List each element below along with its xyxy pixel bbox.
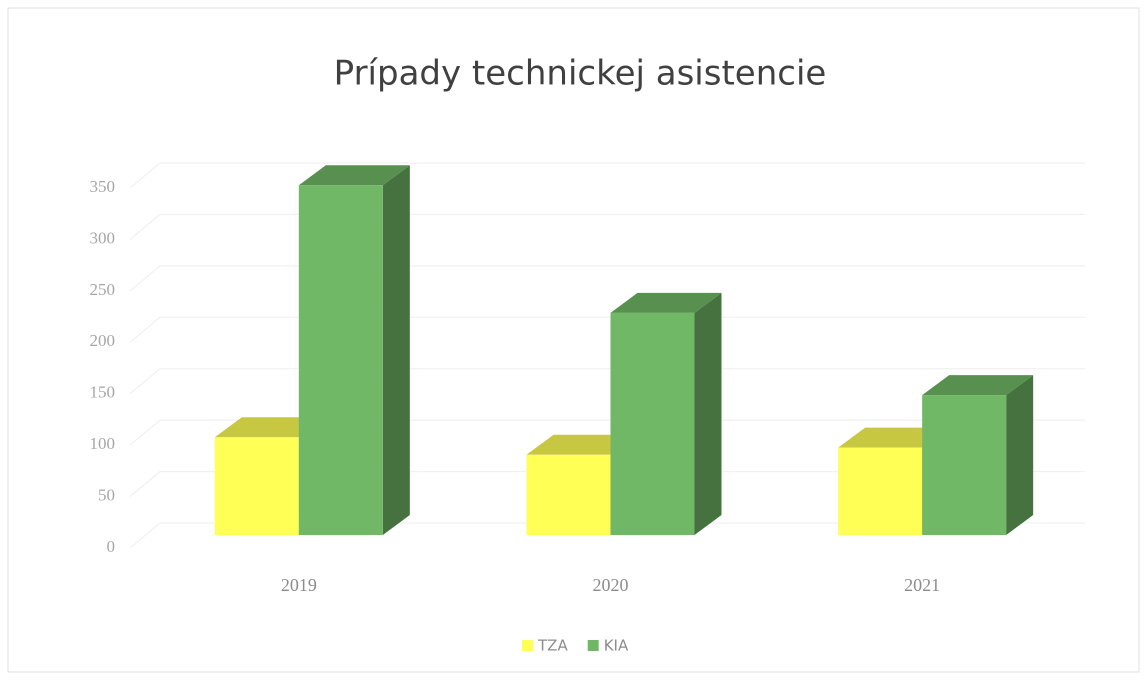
- y-tick-label: 200: [90, 331, 116, 350]
- bar-top: [526, 434, 638, 455]
- legend-swatch: [587, 640, 599, 651]
- bar: [298, 185, 383, 536]
- x-tick-label: 2019: [281, 575, 317, 595]
- grid-line: [129, 162, 161, 189]
- x-tick-label: 2021: [904, 575, 940, 595]
- bar-side: [382, 165, 410, 536]
- grid-line: [129, 265, 161, 292]
- bar-top: [298, 165, 410, 186]
- chart-border: [7, 7, 1140, 673]
- legend-label: KIA: [604, 637, 629, 655]
- bar: [526, 454, 611, 535]
- grid-line: [129, 419, 161, 446]
- y-tick-label: 250: [90, 280, 116, 299]
- grid-line: [129, 316, 161, 343]
- y-tick-label: 300: [90, 228, 116, 247]
- bar-top: [610, 292, 722, 313]
- legend-swatch: [522, 640, 533, 651]
- x-tick-label: 2020: [593, 575, 629, 595]
- bar: [214, 437, 299, 535]
- grid-line: [129, 522, 161, 549]
- bar-side: [1006, 375, 1034, 535]
- y-tick-label: 150: [90, 383, 116, 402]
- bar-side: [694, 292, 722, 535]
- bar-top: [922, 375, 1034, 396]
- grid-line: [129, 471, 161, 497]
- y-tick-label: 350: [90, 177, 116, 196]
- grid-line: [129, 368, 161, 395]
- y-tick-label: 0: [107, 537, 116, 556]
- y-tick-label: 100: [90, 434, 116, 453]
- chart-title: Prípady technickej asistencie: [334, 54, 827, 94]
- bar-top: [838, 427, 950, 448]
- y-tick-label: 50: [98, 485, 115, 504]
- grid-line: [129, 214, 161, 240]
- legend-label: TZA: [537, 637, 568, 655]
- bar: [922, 395, 1007, 535]
- bar-top: [214, 417, 326, 438]
- bar: [838, 447, 923, 535]
- bar: [610, 312, 695, 535]
